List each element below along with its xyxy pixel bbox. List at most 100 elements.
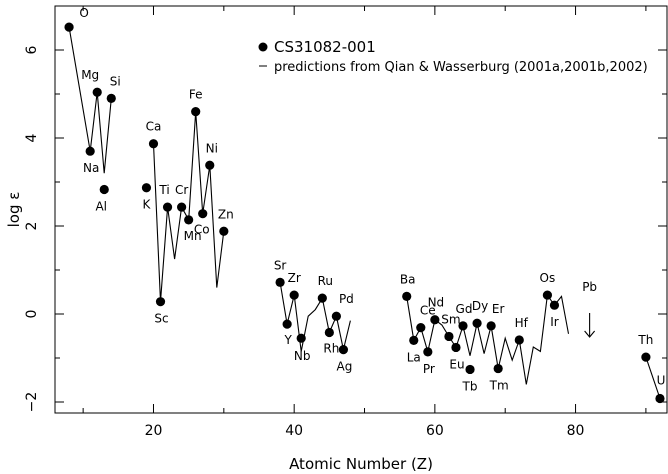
x-tick-label: 40 [285, 423, 303, 439]
point-label-o: O [79, 6, 88, 20]
data-point-nb [296, 333, 306, 343]
point-label-sr: Sr [274, 258, 287, 272]
point-label-sc: Sc [154, 312, 168, 326]
point-label-na: Na [83, 161, 99, 175]
data-point-fe [191, 107, 201, 117]
data-point-ir [549, 300, 560, 310]
point-label-eu: Eu [449, 357, 464, 371]
plot-frame [54, 5, 668, 414]
legend: CS31082-001 predictions from Qian & Wass… [258, 38, 648, 75]
data-point-al [99, 184, 109, 195]
x-tick-label: 60 [426, 423, 444, 439]
data-point-y [282, 319, 292, 329]
point-label-ru: Ru [318, 274, 333, 288]
data-point-ni [205, 160, 215, 170]
point-label-pd: Pd [339, 292, 354, 306]
point-label-fe: Fe [189, 88, 203, 102]
data-point-sc [155, 297, 166, 307]
point-labels: O Na Mg Al Si K Ca Sc Ti Cr Mn Fe Co Ni Zn Sr Y Zr Nb Ru Rh P… [79, 6, 665, 393]
legend-entry-observed: CS31082-001 [274, 38, 376, 56]
point-label-y: Y [283, 333, 292, 347]
data-point-er [486, 321, 496, 331]
data-point-mn [184, 215, 194, 225]
data-point-th [641, 352, 651, 362]
data-point-zn [219, 226, 229, 236]
point-label-gd: Gd [456, 302, 473, 316]
prediction-line [645, 356, 661, 399]
data-point-ru [317, 293, 327, 303]
data-point-si [106, 93, 116, 103]
data-point-dy [472, 318, 482, 328]
data-point-pr [423, 347, 433, 357]
point-label-rh: Rh [323, 341, 339, 355]
data-point-tm [493, 363, 503, 374]
point-label-mg: Mg [81, 68, 99, 82]
data-point-tb [465, 364, 475, 375]
x-tick-label: 20 [145, 423, 163, 439]
point-label-mn: Mn [184, 229, 202, 243]
y-tick-label: −2 [24, 392, 40, 413]
point-label-ir: Ir [550, 315, 559, 329]
data-point-mg [92, 87, 102, 97]
point-label-er: Er [492, 302, 505, 316]
prediction-line [406, 293, 570, 385]
point-label-pb: Pb [582, 280, 597, 294]
data-point-os [542, 290, 553, 300]
point-label-sm: Sm [441, 312, 460, 326]
point-label-nd: Nd [428, 296, 445, 310]
data-point-cr [177, 202, 187, 212]
point-label-dy: Dy [472, 299, 488, 313]
data-point-pd [331, 311, 341, 321]
point-label-ce: Ce [420, 304, 436, 318]
data-point-co [198, 209, 208, 219]
point-label-ca: Ca [146, 120, 162, 134]
data-point-gd [458, 321, 468, 331]
axis-ticks: 20 40 60 80 −2 0 2 4 6 [24, 5, 667, 439]
point-label-zn: Zn [218, 207, 234, 221]
y-tick-label: 4 [24, 133, 40, 142]
point-label-co: Co [194, 223, 210, 237]
y-axis-label: log ε [5, 192, 23, 228]
point-label-pr: Pr [423, 362, 435, 376]
data-point-k [141, 183, 152, 193]
point-label-tb: Tb [462, 379, 478, 393]
data-point-ti [162, 202, 173, 212]
point-label-al: Al [95, 199, 107, 213]
point-label-u: U [657, 373, 666, 387]
legend-dot-marker [258, 42, 268, 52]
x-axis-label: Atomic Number (Z) [289, 455, 433, 473]
data-point-ce [416, 323, 426, 333]
upper-limit-markers: Pb [582, 280, 597, 338]
point-label-os: Os [540, 271, 556, 285]
data-point-sm [444, 331, 454, 342]
point-label-ti: Ti [158, 183, 169, 197]
data-point-nd [430, 315, 440, 325]
y-tick-label: 0 [24, 310, 40, 319]
point-label-ba: Ba [400, 272, 416, 286]
data-point-na [85, 146, 95, 156]
data-point-eu [451, 342, 461, 353]
prediction-lines [68, 27, 661, 399]
y-tick-label: 6 [24, 45, 40, 54]
legend-entry-predictions: predictions from Qian & Wasserburg (2001… [274, 60, 648, 75]
data-points [64, 22, 665, 404]
data-point-ag [338, 345, 349, 355]
point-label-la: La [407, 350, 421, 364]
data-point-la [409, 335, 419, 345]
prediction-line [279, 282, 351, 352]
upper-limit-arrow-head [584, 330, 596, 338]
axes [54, 5, 668, 414]
point-label-si: Si [110, 74, 121, 88]
point-label-th: Th [637, 333, 653, 347]
point-label-ni: Ni [206, 141, 218, 155]
x-tick-label: 80 [567, 423, 585, 439]
point-label-ag: Ag [336, 360, 352, 374]
point-label-hf: Hf [515, 316, 529, 330]
data-point-ca [148, 139, 159, 149]
data-point-hf [514, 335, 524, 345]
point-label-tm: Tm [489, 379, 509, 393]
data-point-u [655, 393, 665, 404]
data-point-ba [402, 291, 412, 301]
point-label-nb: Nb [294, 349, 311, 363]
